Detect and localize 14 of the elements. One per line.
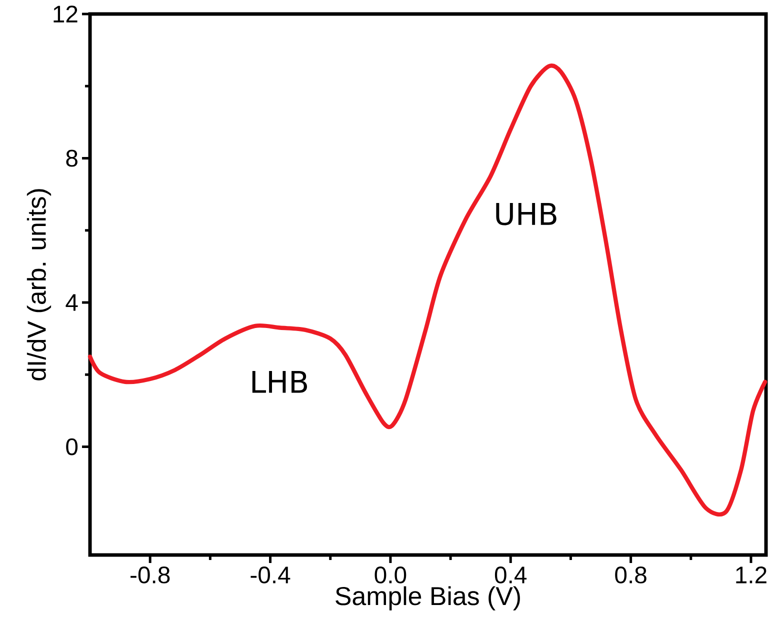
- annotation: UHB: [496, 203, 556, 226]
- x-tick-label: -0.4: [250, 566, 290, 584]
- y-tick-label: 4: [66, 294, 78, 311]
- y-axis-title: dI/dV (arb. units): [26, 189, 52, 380]
- x-tick-label: 0.0: [374, 566, 406, 584]
- y-tick-label: 12: [54, 6, 78, 22]
- x-axis-title: Sample Bias (V): [336, 586, 520, 610]
- x-tick-label: 0.8: [615, 566, 646, 584]
- x-tick-label: 1.2: [736, 566, 766, 584]
- y-tick-label: 8: [66, 150, 78, 167]
- y-tick-label: 0: [66, 438, 78, 456]
- annotation: LHB: [252, 370, 307, 393]
- x-tick-label: -0.8: [130, 566, 170, 584]
- x-tick-label: 0.4: [494, 566, 527, 584]
